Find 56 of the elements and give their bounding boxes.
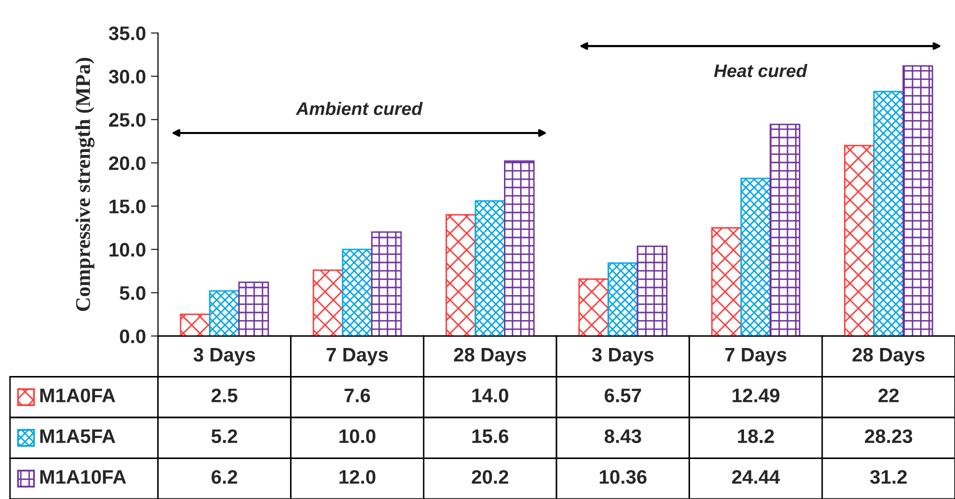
bar xyxy=(711,227,742,336)
y-tick-label: 5.0 xyxy=(120,286,146,300)
bar xyxy=(312,270,344,336)
bar xyxy=(770,124,800,336)
legend-label: M1A5FA xyxy=(40,430,116,444)
x-tick-label: 7 Days xyxy=(326,348,388,366)
bar xyxy=(578,278,609,336)
data-label: 2.5 xyxy=(212,388,238,402)
data-label: 5.2 xyxy=(212,429,238,444)
bar xyxy=(844,144,875,336)
data-label: 18.2 xyxy=(738,429,774,444)
y-tick-label: 30.0 xyxy=(108,70,146,84)
bar xyxy=(342,248,373,336)
y-tick-label: 0.0 xyxy=(120,329,146,344)
annotation: Heat cured xyxy=(714,64,808,78)
data-label: 6.2 xyxy=(212,470,238,484)
data-label: 20.2 xyxy=(472,470,508,484)
x-tick-label: 28 Days xyxy=(852,348,925,366)
data-label: 7.6 xyxy=(344,388,370,402)
bar xyxy=(474,200,506,336)
y-tick-label: 20.0 xyxy=(109,156,146,170)
y-tick-label: 10.0 xyxy=(110,242,146,257)
bar xyxy=(238,282,269,336)
bar xyxy=(371,231,402,336)
x-tick-label: 28 Days xyxy=(454,348,526,366)
bar xyxy=(636,246,668,336)
data-label: 24.44 xyxy=(732,470,780,484)
data-label: 31.2 xyxy=(870,470,907,484)
y-tick-label: 25.0 xyxy=(109,113,146,127)
x-tick-label: 3 Days xyxy=(194,348,255,366)
y-tick-label: 15.0 xyxy=(110,200,146,214)
bar xyxy=(446,214,476,336)
data-label: 8.43 xyxy=(604,429,642,444)
x-tick-label: 7 Days xyxy=(725,348,786,366)
legend-label: M1A0FA xyxy=(40,388,116,402)
data-label: 15.6 xyxy=(472,429,508,444)
y-axis-title: Compressive strength (MPa) xyxy=(75,58,94,311)
legend-label: M1A10FA xyxy=(40,470,126,484)
data-label: 22 xyxy=(878,388,899,402)
data-label: 28.23 xyxy=(864,429,912,444)
data-label: 14.0 xyxy=(472,388,508,402)
data-label: 12.0 xyxy=(340,470,376,484)
data-label: 10.36 xyxy=(600,470,647,484)
bar xyxy=(873,90,904,336)
bar xyxy=(902,65,934,336)
bar xyxy=(209,290,240,336)
data-label: 10.0 xyxy=(340,429,376,444)
x-tick-label: 3 Days xyxy=(592,348,654,366)
bar xyxy=(504,160,535,336)
bar xyxy=(180,314,210,336)
y-tick-label: 35.0 xyxy=(108,26,146,40)
annotation: Ambient cured xyxy=(296,102,423,116)
bar xyxy=(740,178,772,336)
data-label: 12.49 xyxy=(732,388,780,402)
bar xyxy=(608,262,638,336)
data-label: 6.57 xyxy=(604,388,641,402)
